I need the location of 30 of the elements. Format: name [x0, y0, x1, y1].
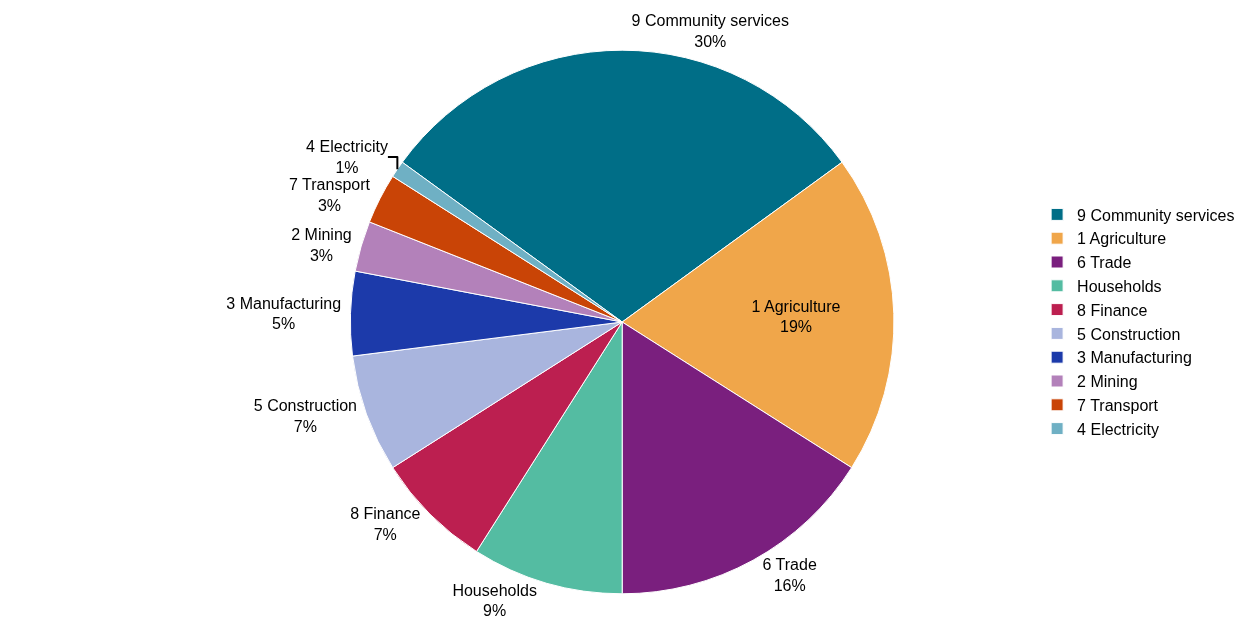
data-label: 19%: [780, 318, 813, 336]
legend-label: 9 Community services: [1077, 206, 1235, 224]
legend-label: 3 Manufacturing: [1077, 349, 1192, 367]
slice-label: 9 Community services: [631, 12, 789, 30]
slice-label: 8 Finance: [350, 504, 421, 522]
slice-label: 1 Agriculture: [751, 297, 841, 315]
slice-label: 3 Manufacturing: [226, 294, 342, 312]
legend-label: 5 Construction: [1077, 325, 1181, 343]
data-label: 30%: [694, 33, 727, 51]
data-label: 16%: [773, 576, 806, 594]
legend-label: 8 Finance: [1077, 301, 1148, 319]
data-label: 3%: [309, 246, 334, 264]
slice-label: 4 Electricity: [306, 138, 388, 156]
data-label: 9%: [483, 602, 507, 620]
slice-label: 5 Construction: [253, 397, 357, 415]
slice-label: 2 Mining: [291, 225, 352, 243]
slice-label: 6 Trade: [762, 555, 817, 573]
legend-label: 7 Transport: [1077, 397, 1159, 415]
data-label: 7%: [373, 525, 397, 543]
data-label: 7%: [293, 418, 317, 436]
legend-label: 1 Agriculture: [1077, 230, 1167, 248]
legend-label: 6 Trade: [1077, 254, 1132, 272]
data-label: 5%: [272, 315, 296, 333]
data-label: 3%: [317, 196, 342, 214]
data-label: 1%: [335, 158, 359, 176]
slice-label: Households: [452, 581, 537, 599]
legend-label: 2 Mining: [1077, 373, 1138, 391]
legend-label: 4 Electricity: [1077, 420, 1159, 438]
legend-label: Households: [1077, 278, 1162, 296]
slice-label: 7 Transport: [289, 175, 371, 193]
